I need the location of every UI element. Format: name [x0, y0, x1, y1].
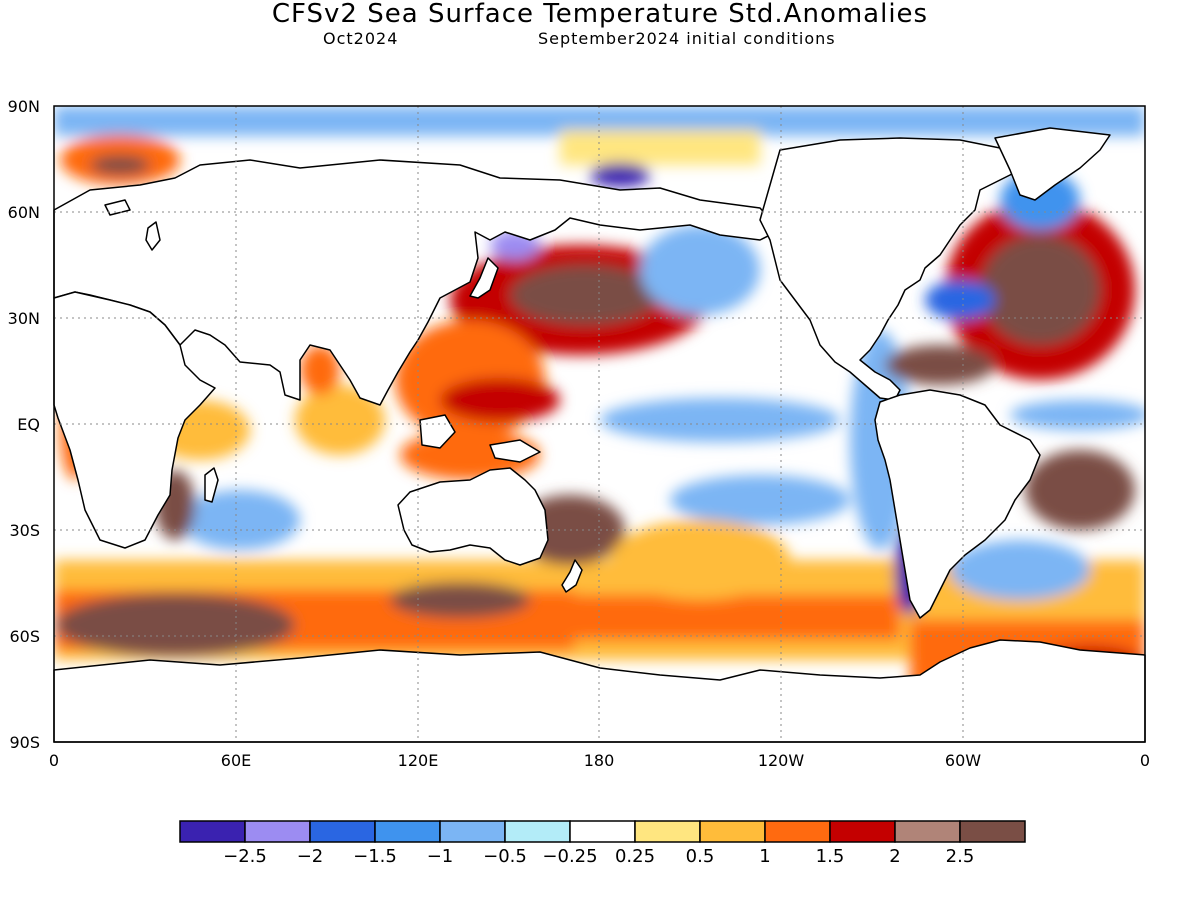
valid-month-label: Oct2024 [323, 29, 399, 48]
colorbar-swatch [244, 820, 311, 843]
colorbar-label: −2.5 [223, 846, 267, 867]
colorbar-label: −1 [427, 846, 454, 867]
lon-label: 60E [221, 751, 251, 770]
colorbar-label: 1.5 [816, 846, 845, 867]
colorbar-label: 1 [759, 846, 770, 867]
colorbar-label: 0.5 [686, 846, 715, 867]
borneo-land [419, 414, 456, 449]
colorbar-swatch [764, 820, 831, 843]
lon-label: 120E [398, 751, 439, 770]
australia-land [397, 467, 549, 566]
colorbar-label: 2.5 [946, 846, 975, 867]
colorbar-swatch [309, 820, 376, 843]
colorbar-swatch [699, 820, 766, 843]
lat-label: 90N [8, 97, 40, 116]
colorbar-label: 2 [889, 846, 900, 867]
lat-label: 60N [8, 203, 40, 222]
greenland-land [994, 127, 1111, 201]
colorbar-swatch [179, 820, 246, 843]
africa-land [53, 291, 216, 549]
colorbar-swatch [374, 820, 441, 843]
british-isles-land [145, 221, 161, 251]
lat-label: 30S [9, 521, 40, 540]
colorbar-swatch [504, 820, 571, 843]
lon-label: 180 [584, 751, 615, 770]
lon-label: 120W [758, 751, 805, 770]
colorbar-label: 0.25 [615, 846, 655, 867]
lon-label: 60W [945, 751, 981, 770]
colorbar-label: −1.5 [353, 846, 397, 867]
colorbar-label: −0.5 [483, 846, 527, 867]
graticule [54, 106, 1145, 742]
lat-label: EQ [17, 415, 40, 434]
map-frame [53, 105, 1146, 743]
colorbar-label: −0.25 [542, 846, 597, 867]
new-zealand-land [561, 559, 583, 593]
colorbar-swatch [829, 820, 896, 843]
initial-conditions-label: September2024 initial conditions [538, 29, 836, 48]
map-title: CFSv2 Sea Surface Temperature Std.Anomal… [271, 0, 929, 29]
lat-label: 90S [9, 733, 40, 752]
madagascar-land [204, 467, 219, 503]
colorbar-label: −2 [297, 846, 324, 867]
south-america-land [874, 389, 1041, 619]
colorbar-swatch [959, 820, 1026, 843]
japan-land [469, 257, 499, 299]
antarctica-land [53, 639, 1146, 743]
new-guinea-land [489, 439, 541, 463]
lon-label: 0 [1140, 751, 1150, 770]
lat-axis: 90N 60N 30N EQ 30S 60S 90S [8, 97, 40, 752]
colorbar-swatch [894, 820, 961, 843]
lon-label: 0 [49, 751, 59, 770]
colorbar-swatch [439, 820, 506, 843]
colorbar-swatch [634, 820, 701, 843]
colorbar-swatch [569, 820, 636, 843]
lon-axis: 0 60E 120E 180 120W 60W 0 [49, 751, 1150, 770]
lat-label: 30N [8, 309, 40, 328]
lat-label: 60S [9, 627, 40, 646]
colorbar: −2.5 −2 −1.5 −1 −0.5 −0.25 0.25 0.5 1 1.5 2 2.5 [179, 820, 1026, 867]
